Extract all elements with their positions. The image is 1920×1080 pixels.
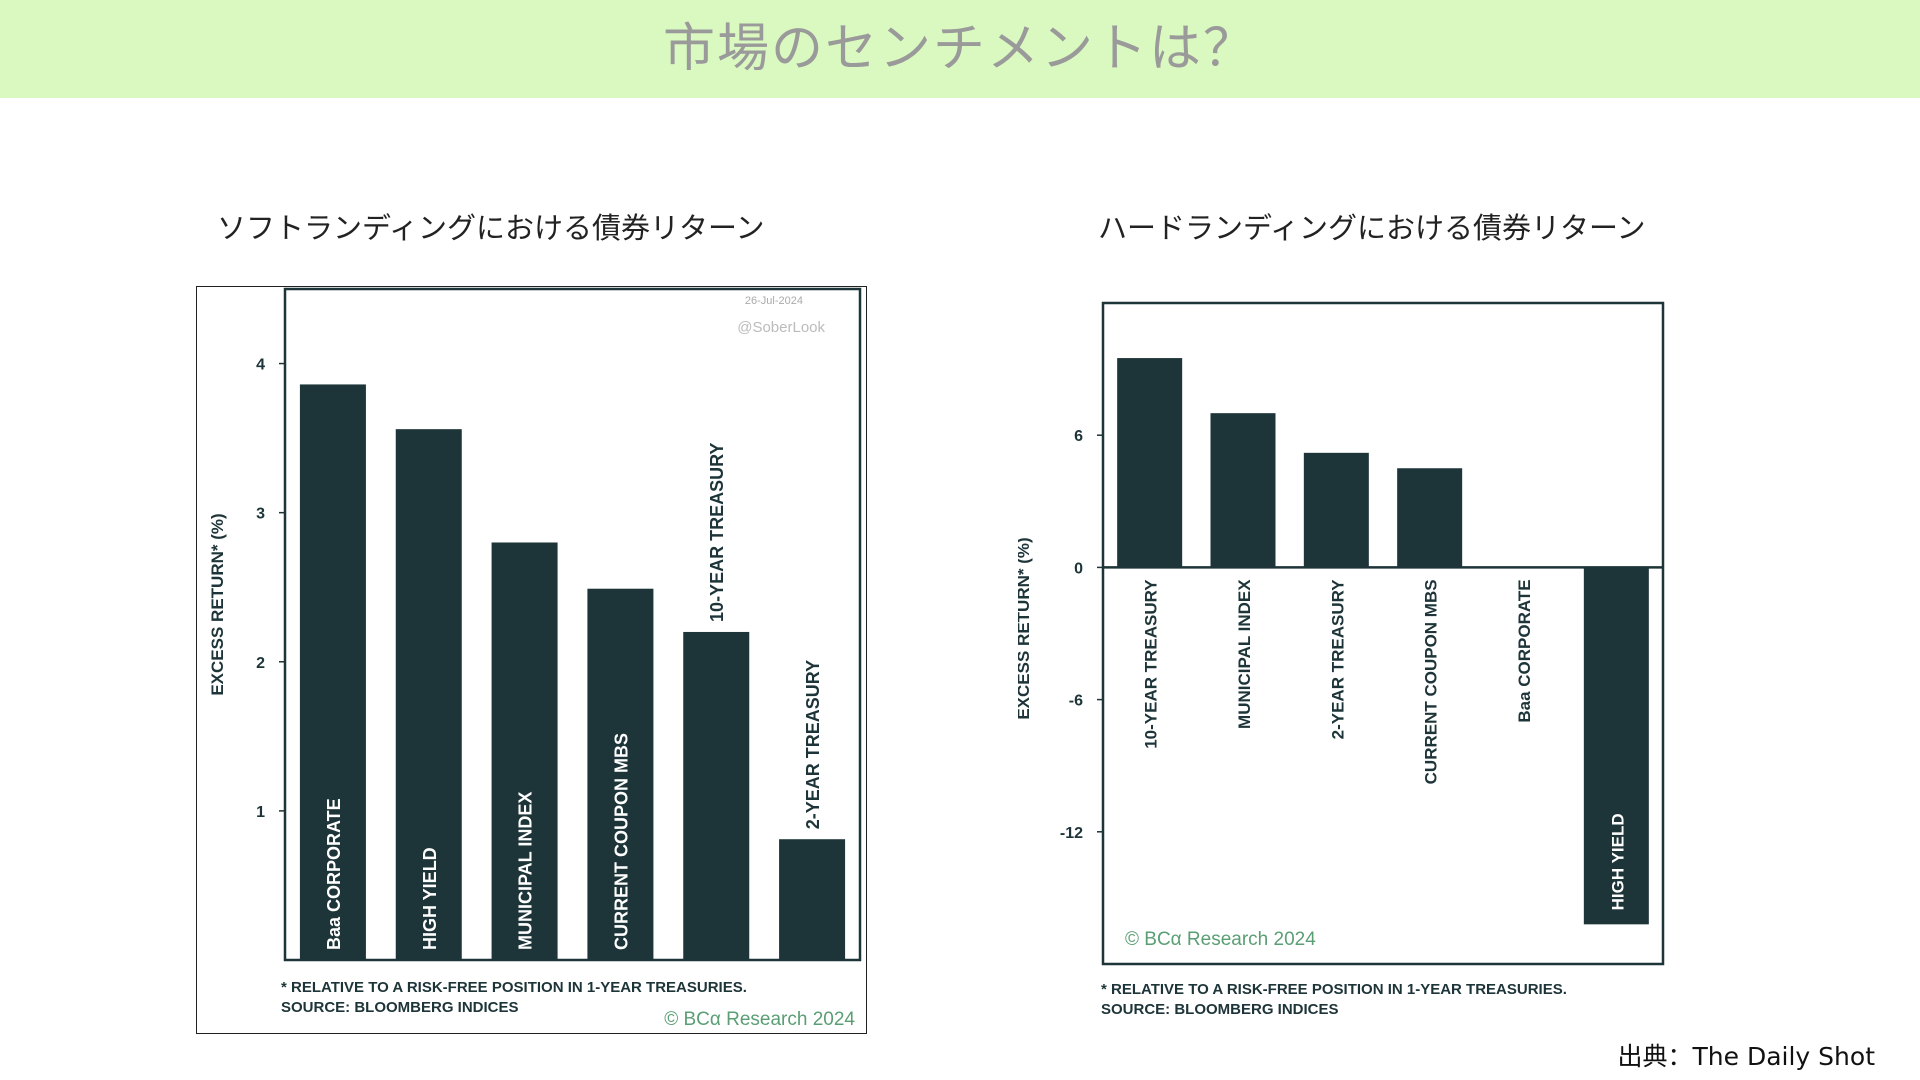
y-tick-label: 2	[256, 655, 265, 672]
bar	[1397, 468, 1463, 568]
category-label: CURRENT COUPON MBS	[611, 733, 631, 950]
category-label: 2-YEAR TREASURY	[1328, 579, 1347, 740]
y-tick-label: -12	[1060, 825, 1083, 842]
bar	[587, 588, 654, 960]
category-label: HIGH YIELD	[420, 847, 440, 950]
bar	[1303, 452, 1369, 568]
source-note: SOURCE: BLOOMBERG INDICES	[281, 999, 519, 1016]
category-label: MUNICIPAL INDEX	[1235, 579, 1254, 729]
page-title: 市場のセンチメントは？	[662, 19, 1257, 79]
soft-landing-chart-panel: 1 2 3 4 EXCESS RETURN* (%) Baa CORPORATE HIGH …	[196, 286, 867, 1034]
bca-credit: © BCα Research 2024	[664, 1009, 855, 1030]
date-stamp: 26-Jul-2024	[745, 295, 803, 307]
bar	[1583, 567, 1649, 925]
source-note: SOURCE: BLOOMBERG INDICES	[1101, 1001, 1339, 1018]
soft-landing-bar-chart: 1 2 3 4 EXCESS RETURN* (%) Baa CORPORATE HIGH …	[208, 287, 862, 1030]
category-label: Baa CORPORATE	[324, 798, 344, 950]
hard-landing-chart-title: ハードランディングにおける債券リターン	[1098, 211, 1646, 245]
category-label: 10-YEAR TREASURY	[1142, 579, 1161, 749]
hard-landing-bar-chart: 6 0 -6 -12 EXCESS RETURN* (%) 10-YEAR TREASUR…	[1014, 301, 1665, 1018]
category-label: MUNICIPAL INDEX	[516, 792, 536, 950]
y-tick-label: 0	[1074, 560, 1083, 577]
watermark: @SoberLook	[737, 319, 825, 336]
bar	[1117, 358, 1183, 568]
y-tick-label: 1	[256, 804, 265, 821]
footnote: * RELATIVE TO A RISK-FREE POSITION IN 1-…	[1101, 981, 1567, 998]
y-tick-label: 6	[1074, 428, 1083, 445]
bar	[395, 429, 462, 960]
y-tick-label: 4	[256, 357, 265, 374]
category-label: HIGH YIELD	[1608, 813, 1627, 910]
bar	[779, 839, 846, 960]
footnote: * RELATIVE TO A RISK-FREE POSITION IN 1-…	[281, 979, 747, 996]
category-label: 2-YEAR TREASURY	[803, 660, 823, 829]
y-tick-label: -6	[1069, 693, 1083, 710]
plot-frame	[1101, 301, 1665, 966]
bca-credit: © BCα Research 2024	[1125, 929, 1316, 950]
y-axis-label: EXCESS RETURN* (%)	[208, 513, 227, 695]
soft-landing-chart-title: ソフトランディングにおける債券リターン	[217, 211, 765, 245]
hard-landing-chart-panel: 6 0 -6 -12 EXCESS RETURN* (%) 10-YEAR TREASUR…	[1014, 294, 1678, 1034]
plot-frame	[283, 287, 862, 962]
category-label: 10-YEAR TREASURY	[707, 443, 727, 622]
title-banner	[0, 0, 1920, 98]
bar	[299, 384, 366, 960]
y-axis-label: EXCESS RETURN* (%)	[1018, 537, 1033, 719]
y-tick-label: 3	[256, 506, 265, 523]
bar	[491, 542, 558, 960]
bar	[1210, 413, 1276, 568]
source-credit: 出典：The Daily Shot	[1617, 1042, 1875, 1071]
category-label: CURRENT COUPON MBS	[1422, 579, 1441, 784]
category-label: Baa CORPORATE	[1515, 579, 1534, 722]
bar	[683, 631, 750, 960]
